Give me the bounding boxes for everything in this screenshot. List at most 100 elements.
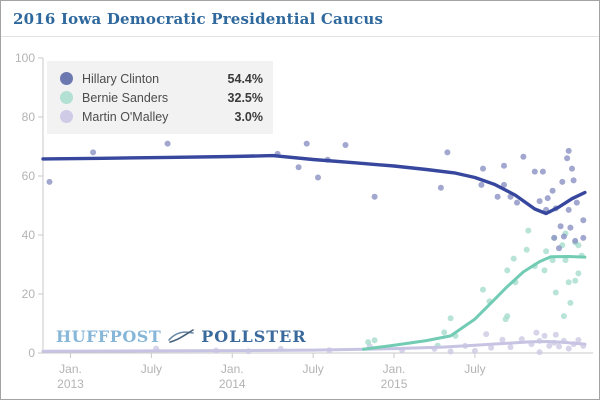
legend-item-sanders: Bernie Sanders 32.5% bbox=[47, 88, 273, 107]
trend-line bbox=[361, 255, 587, 351]
poll-dot bbox=[536, 349, 543, 356]
y-tick-label: 80 bbox=[22, 110, 36, 124]
poll-dot bbox=[315, 174, 321, 181]
poll-dot bbox=[565, 279, 572, 286]
legend-value: 3.0% bbox=[234, 109, 264, 124]
x-tick-year-label: 2015 bbox=[381, 377, 408, 391]
poll-dot bbox=[567, 224, 574, 231]
poll-dot bbox=[514, 199, 520, 206]
poll-dot bbox=[444, 149, 451, 156]
poll-dot bbox=[504, 267, 511, 274]
poll-dot bbox=[562, 257, 569, 264]
poll-dot bbox=[525, 227, 532, 234]
legend-value: 54.4% bbox=[227, 71, 263, 86]
omalley-swatch-icon bbox=[60, 110, 73, 123]
x-tick-label: Jan. bbox=[59, 362, 82, 376]
y-tick-label: 60 bbox=[22, 169, 36, 183]
poll-dot bbox=[560, 313, 567, 320]
y-tick-label: 40 bbox=[22, 228, 36, 242]
poll-dot bbox=[164, 140, 171, 147]
poll-dot bbox=[488, 344, 495, 351]
poll-dot bbox=[572, 237, 579, 244]
poll-dot bbox=[564, 155, 571, 162]
poll-dot bbox=[501, 162, 507, 169]
poll-dot bbox=[499, 336, 506, 343]
x-tick-label: Jan. bbox=[221, 362, 244, 376]
sanders-swatch-icon bbox=[60, 91, 73, 104]
pollster-bird-icon bbox=[168, 328, 195, 343]
poll-dot bbox=[536, 198, 543, 205]
poll-dot bbox=[480, 165, 486, 172]
legend-item-omalley: Martin O'Malley 3.0% bbox=[47, 107, 273, 126]
poll-dot bbox=[303, 140, 310, 147]
poll-dot bbox=[523, 246, 530, 253]
poll-dot bbox=[572, 277, 579, 284]
huffpost-wordmark: HUFFPOST bbox=[56, 327, 162, 346]
poll-dot bbox=[552, 331, 559, 338]
poll-dot bbox=[569, 165, 575, 172]
poll-dot bbox=[531, 168, 538, 175]
poll-dot bbox=[494, 193, 501, 200]
poll-dot bbox=[575, 270, 582, 277]
poll-dot bbox=[365, 339, 372, 346]
poll-dot bbox=[520, 153, 527, 160]
poll-dot bbox=[556, 245, 562, 252]
poll-dot bbox=[441, 329, 448, 336]
poll-dot bbox=[533, 329, 540, 336]
poll-dot bbox=[557, 223, 564, 230]
x-tick-label: July bbox=[302, 362, 323, 376]
chart-title: 2016 Iowa Democratic Presidential Caucus bbox=[13, 9, 384, 28]
poll-dot bbox=[518, 336, 525, 343]
poll-dot bbox=[575, 337, 582, 343]
watermark: HUFFPOST POLLSTER bbox=[56, 327, 307, 346]
poll-dot bbox=[507, 344, 514, 351]
y-tick-label: 0 bbox=[28, 346, 35, 360]
poll-dot bbox=[539, 168, 546, 175]
poll-dot bbox=[565, 147, 572, 154]
legend-label: Martin O'Malley bbox=[82, 109, 169, 124]
poll-dot bbox=[565, 206, 572, 213]
poll-dot bbox=[543, 248, 550, 255]
poll-dot bbox=[580, 234, 587, 241]
poll-dot bbox=[567, 299, 574, 306]
trend-line bbox=[41, 153, 587, 216]
x-tick-year-label: 2014 bbox=[219, 377, 246, 391]
poll-dot bbox=[565, 345, 572, 352]
poll-dot bbox=[556, 343, 562, 350]
x-tick-label: July bbox=[141, 362, 162, 376]
poll-dot bbox=[295, 164, 302, 171]
title-bar: 2016 Iowa Democratic Presidential Caucus bbox=[1, 1, 599, 37]
poll-dot bbox=[546, 342, 553, 349]
poll-dot bbox=[570, 177, 577, 184]
legend-value: 32.5% bbox=[227, 90, 263, 105]
legend-item-clinton: Hillary Clinton 54.4% bbox=[47, 69, 273, 88]
poll-dot bbox=[46, 178, 53, 185]
poll-dot bbox=[541, 267, 548, 274]
poll-dot bbox=[480, 286, 486, 293]
poll-dot bbox=[447, 348, 454, 355]
poll-dot bbox=[541, 332, 548, 339]
trend-line bbox=[41, 340, 587, 353]
clinton-swatch-icon bbox=[60, 72, 73, 85]
poll-dot bbox=[447, 315, 454, 322]
poll-dot bbox=[501, 181, 507, 188]
poll-dot bbox=[471, 347, 478, 354]
poll-dot bbox=[575, 242, 582, 249]
poll-dot bbox=[552, 289, 559, 296]
poll-dot bbox=[478, 181, 485, 188]
poll-dot bbox=[510, 255, 517, 262]
poll-dot bbox=[437, 184, 444, 191]
pollster-wordmark: POLLSTER bbox=[201, 327, 307, 346]
poll-dot bbox=[580, 217, 587, 224]
poll-dot bbox=[551, 234, 558, 241]
legend-label: Hillary Clinton bbox=[82, 71, 160, 86]
poll-dot bbox=[483, 331, 490, 338]
legend-label: Bernie Sanders bbox=[82, 90, 169, 105]
poll-dot bbox=[573, 199, 580, 206]
x-tick-year-label: 2013 bbox=[57, 377, 84, 391]
poll-dot bbox=[559, 178, 566, 185]
poll-dot bbox=[90, 149, 97, 156]
y-tick-label: 20 bbox=[22, 287, 36, 301]
